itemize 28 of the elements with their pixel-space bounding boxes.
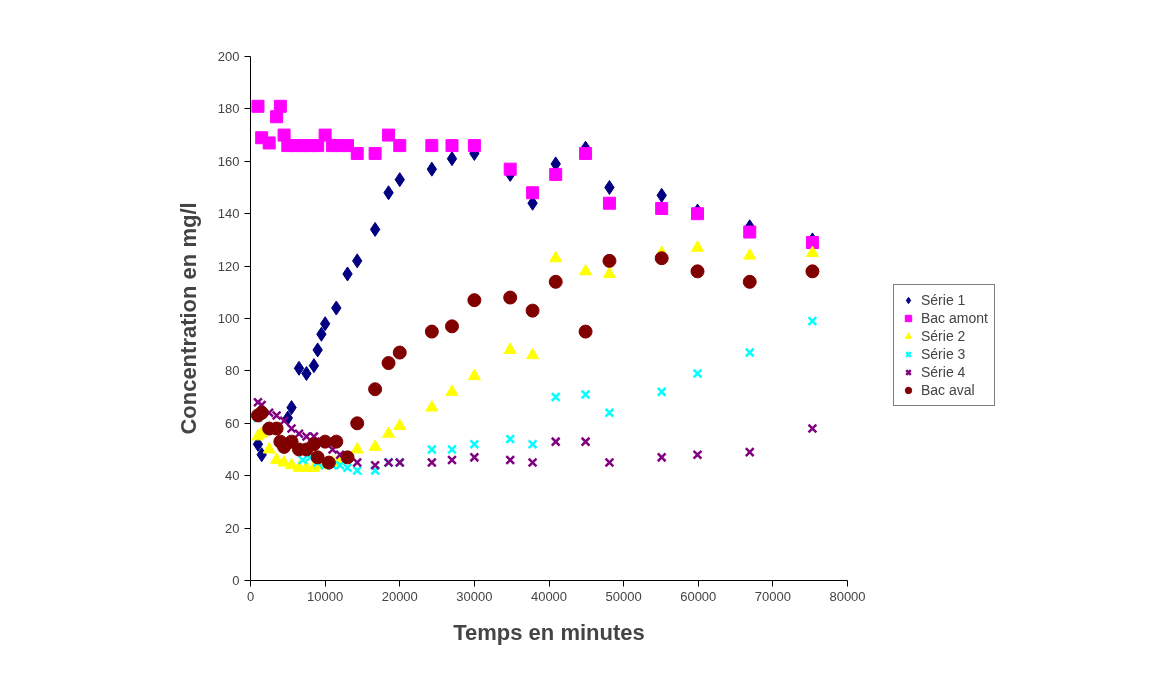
x-tick-label: 10000	[307, 588, 344, 604]
y-tick-label: 60	[225, 415, 240, 431]
x-tick-label: 20000	[381, 588, 418, 604]
x-tick-label: 80000	[829, 588, 866, 604]
y-tick-label: 180	[217, 101, 240, 117]
x-tick-label: 60000	[680, 588, 717, 604]
y-tick-label: 120	[217, 258, 240, 274]
y-tick-label: 80	[225, 363, 240, 379]
x-tick-label: 70000	[754, 588, 791, 604]
legend-label: Série 1	[921, 291, 966, 309]
legend-label: Série 2	[921, 327, 966, 345]
y-tick-label: 160	[217, 153, 240, 169]
x-tick-label: 50000	[605, 588, 642, 604]
legend-label: Série 3	[921, 345, 966, 363]
y-tick-label: 20	[225, 520, 240, 536]
legend-label: Bac amont	[921, 309, 988, 327]
x-tick-label: 0	[246, 588, 255, 604]
x-tick-label: 30000	[456, 588, 493, 604]
y-axis-title: Concentration en mg/l	[175, 202, 201, 435]
y-tick-label: 100	[217, 311, 240, 326]
x-axis-title: Temps en minutes	[453, 619, 645, 645]
y-tick-label: 200	[217, 49, 240, 64]
legend-label: Série 4	[921, 363, 966, 381]
y-tick-label: 0	[232, 573, 240, 588]
y-tick-label: 140	[217, 206, 240, 222]
legend-label: Bac aval	[921, 381, 975, 399]
y-tick-label: 40	[225, 468, 240, 484]
x-tick-label: 40000	[530, 588, 568, 604]
